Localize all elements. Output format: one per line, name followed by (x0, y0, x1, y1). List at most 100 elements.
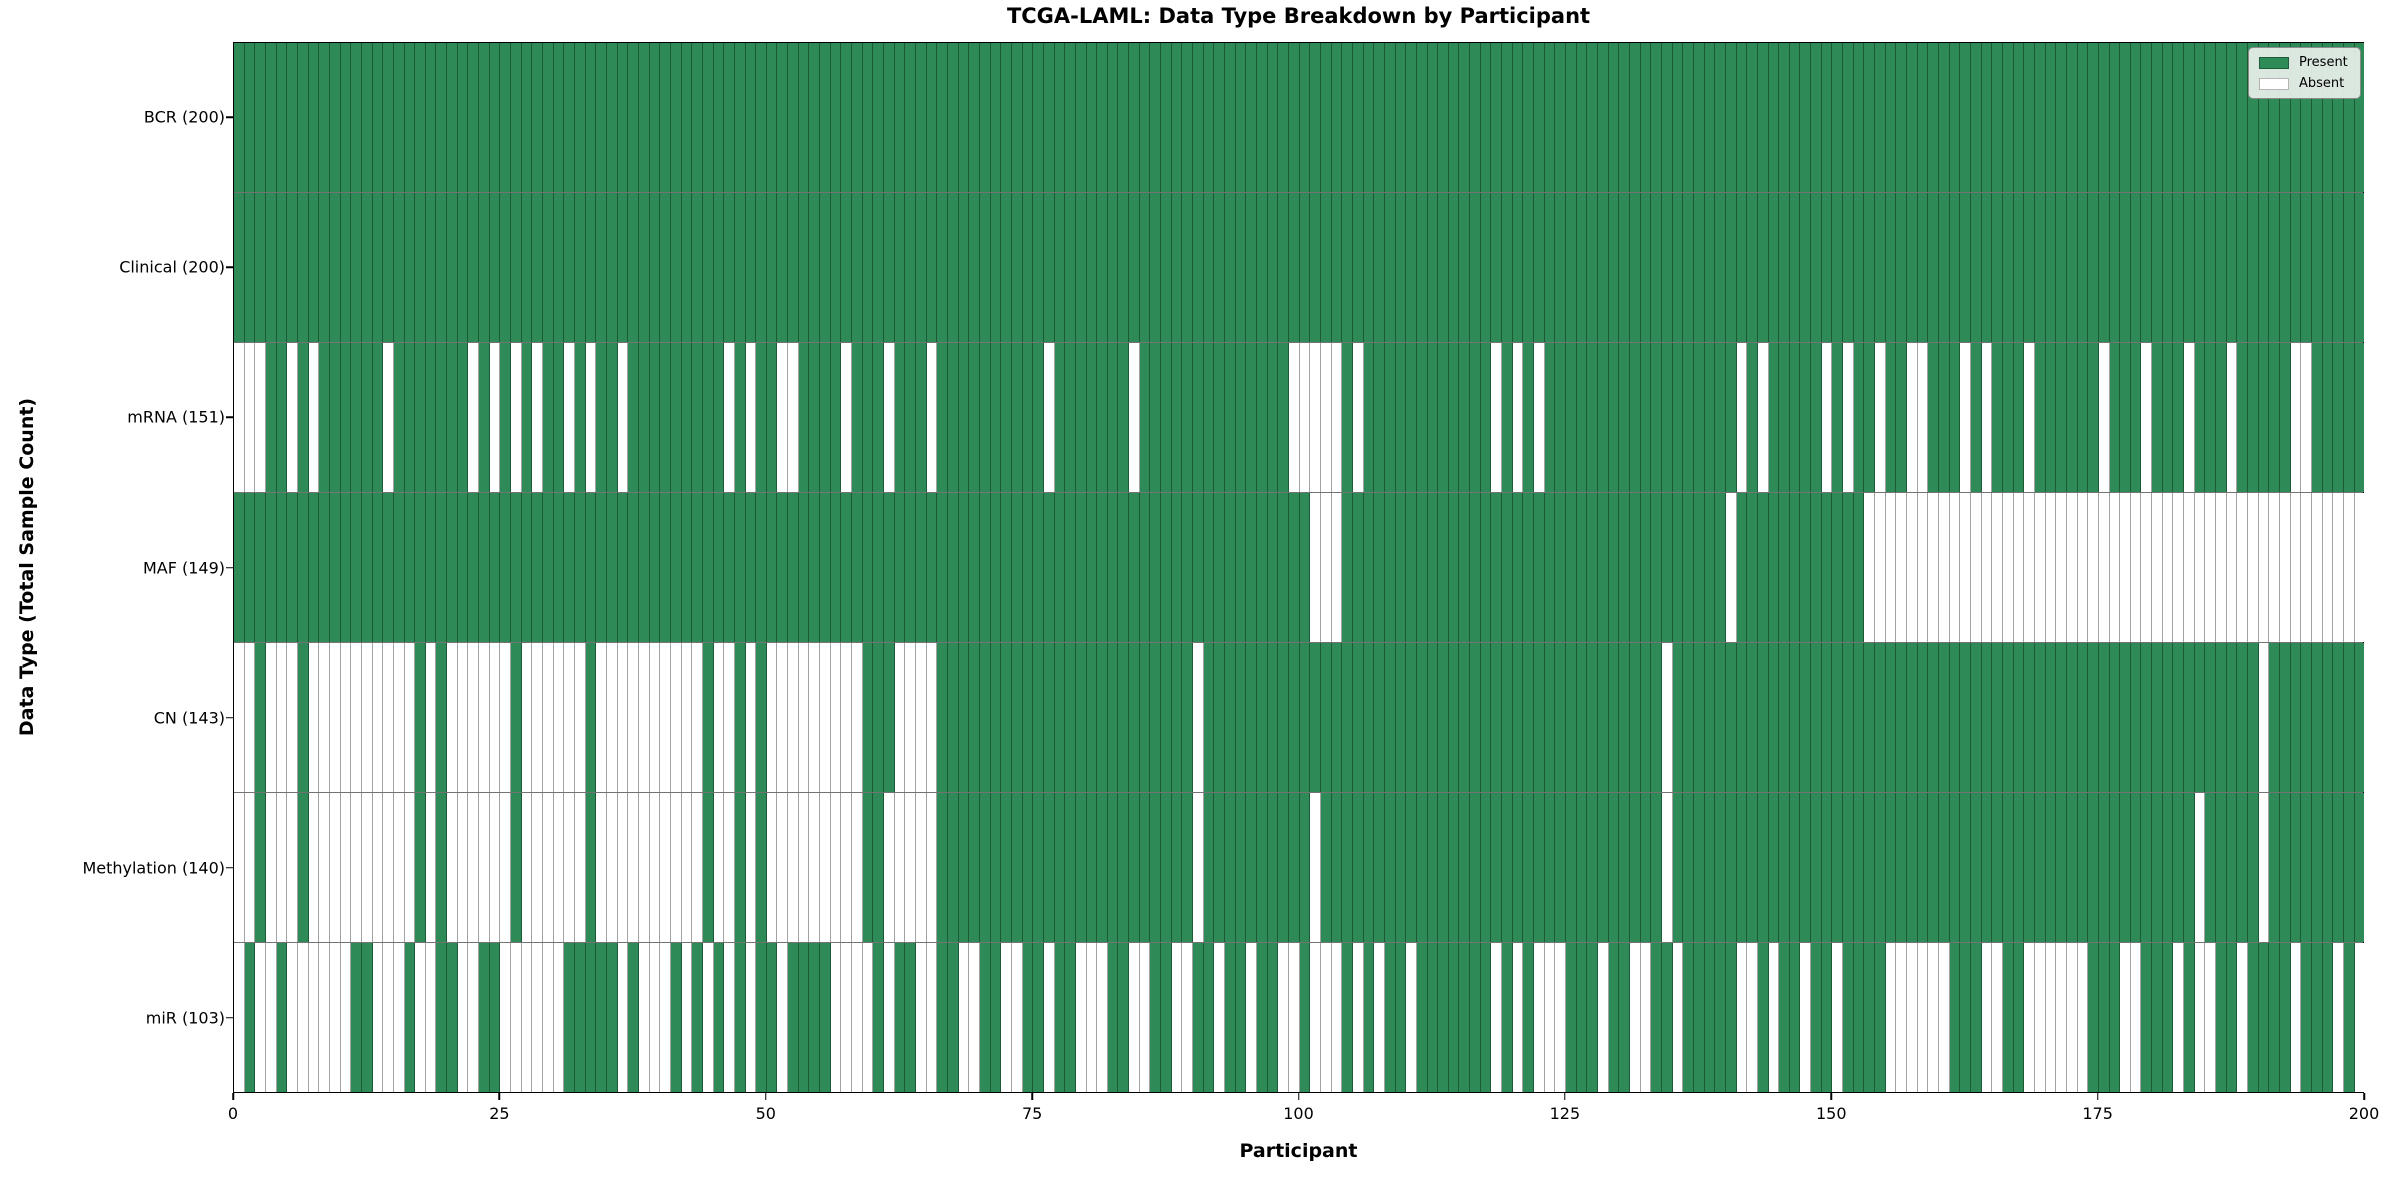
heatmap-cell (457, 493, 469, 642)
heatmap-cell (2237, 43, 2249, 192)
heatmap-cell (265, 493, 277, 642)
heatmap-cell (606, 643, 618, 792)
heatmap-cell (1001, 943, 1012, 1092)
heatmap-cell (1715, 943, 1726, 1092)
heatmap-cell (1512, 193, 1524, 342)
heatmap-cell (553, 493, 565, 642)
heatmap-cell (415, 193, 426, 342)
heatmap-cell (745, 343, 757, 492)
heatmap-cell (958, 643, 970, 792)
heatmap-cell (2248, 943, 2259, 1092)
heatmap-cell (990, 643, 1002, 792)
heatmap-cell (1182, 43, 1194, 192)
heatmap-cell (1512, 943, 1524, 1092)
heatmap-cell (1001, 493, 1012, 642)
heatmap-cell (468, 643, 480, 792)
heatmap-cell (958, 943, 970, 1092)
heatmap-cell (1853, 643, 1865, 792)
heatmap-cell (1949, 43, 1961, 192)
heatmap-cell (2226, 793, 2238, 942)
heatmap-cell (297, 643, 309, 792)
heatmap-cell (2258, 793, 2270, 942)
heatmap-cell (1779, 493, 1790, 642)
heatmap-cell (1939, 343, 1950, 492)
heatmap-cell (734, 343, 746, 492)
heatmap-cell (1011, 643, 1023, 792)
heatmap-cell (1544, 643, 1556, 792)
heatmap-cell (947, 343, 959, 492)
heatmap-cell (638, 943, 650, 1092)
heatmap-cell (606, 943, 618, 1092)
heatmap-cell (1768, 493, 1780, 642)
heatmap-cell (447, 643, 458, 792)
heatmap-cell (1747, 493, 1758, 642)
heatmap-cell (1235, 943, 1247, 1092)
heatmap-cell (329, 493, 341, 642)
heatmap-cell (1981, 43, 1993, 192)
heatmap-cell (1832, 343, 1844, 492)
heatmap-cell (1448, 193, 1460, 342)
heatmap-cell (1885, 643, 1897, 792)
heatmap-cell (1683, 793, 1694, 942)
heatmap-cell (2034, 193, 2046, 342)
heatmap-cell (1896, 43, 1908, 192)
heatmap-cell (916, 493, 927, 642)
heatmap-cell (830, 643, 842, 792)
heatmap-cell (1725, 943, 1737, 1092)
heatmap-cell (2109, 793, 2121, 942)
heatmap-cell (2077, 943, 2089, 1092)
heatmap-cell (1246, 643, 1257, 792)
heatmap-cell (1587, 343, 1598, 492)
heatmap-cell (2354, 943, 2365, 1092)
heatmap-cell (1672, 43, 1684, 192)
heatmap-cell (681, 643, 693, 792)
heatmap-cell (1491, 793, 1503, 942)
heatmap-cell (1448, 643, 1460, 792)
heatmap-cell (1395, 643, 1407, 792)
heatmap-cell (660, 643, 671, 792)
heatmap-cell (319, 343, 330, 492)
heatmap-cell (937, 943, 948, 1092)
heatmap-cell (1310, 643, 1321, 792)
heatmap-cell (297, 43, 309, 192)
heatmap-cell (1608, 493, 1620, 642)
heatmap-cell (1800, 793, 1812, 942)
heatmap-cell (1257, 343, 1268, 492)
heatmap-cell (1107, 493, 1119, 642)
heatmap-cell (809, 43, 821, 192)
heatmap-cell (1459, 193, 1471, 342)
heatmap-cell (2258, 43, 2270, 192)
heatmap-cell (1907, 193, 1918, 342)
heatmap-cell (2120, 643, 2131, 792)
heatmap-cell (1629, 793, 1641, 942)
heatmap-cell (1310, 493, 1321, 642)
heatmap-cell (457, 643, 469, 792)
heatmap-cell (1214, 643, 1226, 792)
heatmap-cell (1182, 793, 1194, 942)
heatmap-cell (1267, 193, 1279, 342)
heatmap-cell (1512, 493, 1524, 642)
heatmap-cell (1320, 643, 1332, 792)
heatmap-cell (979, 643, 991, 792)
heatmap-cell (383, 643, 394, 792)
heatmap-cell (713, 643, 725, 792)
heatmap-cell (1320, 343, 1332, 492)
heatmap-cell (1416, 493, 1428, 642)
heatmap-cell (1939, 943, 1950, 1092)
heatmap-cell (969, 343, 980, 492)
heatmap-cell (1608, 193, 1620, 342)
heatmap-cell (916, 43, 927, 192)
y-tick-mark (226, 116, 233, 118)
heatmap-cell (937, 193, 948, 342)
heatmap-cell (1246, 343, 1257, 492)
heatmap-cell (575, 643, 586, 792)
heatmap-cell (2141, 793, 2153, 942)
heatmap-cell (2109, 943, 2121, 1092)
heatmap-cell (1566, 343, 1577, 492)
heatmap-cell (255, 643, 266, 792)
heatmap-cell (1448, 343, 1460, 492)
heatmap-cell (2141, 43, 2153, 192)
heatmap-cell (393, 943, 405, 1092)
heatmap-cell (2269, 793, 2280, 942)
heatmap-cell (1331, 343, 1343, 492)
